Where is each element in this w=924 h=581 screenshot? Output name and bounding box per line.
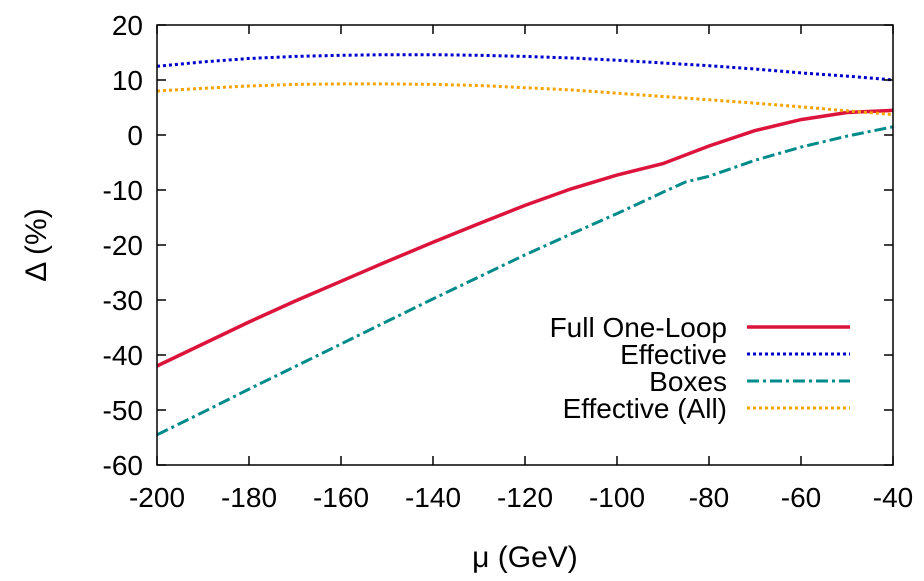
y-axis: 20 10 0 -10 -20 -30 -40 -50 -60	[103, 10, 893, 481]
legend-label: Boxes	[649, 366, 727, 397]
x-tick-label: -100	[589, 482, 645, 513]
y-tick-label: -50	[103, 395, 143, 426]
legend-label: Full One-Loop	[550, 312, 727, 343]
x-tick-label: -40	[873, 482, 913, 513]
legend-label: Effective	[620, 339, 727, 370]
x-tick-label: -120	[497, 482, 553, 513]
y-tick-label: -40	[103, 340, 143, 371]
series-line-1	[156, 108, 894, 368]
plot-frame	[156, 24, 894, 466]
y-tick-label: 10	[112, 65, 143, 96]
plot-lines	[156, 53, 894, 437]
y-tick-label: 0	[127, 120, 143, 151]
x-tick-label: -200	[129, 482, 185, 513]
x-tick-label: -140	[405, 482, 461, 513]
x-axis: -200 -180 -160 -140 -120 -100 -80 -60 -40	[129, 25, 913, 513]
x-tick-label: -180	[221, 482, 277, 513]
y-tick-label: -10	[103, 175, 143, 206]
y-axis-title: Δ (%)	[20, 208, 53, 281]
series-line-2	[156, 53, 894, 82]
x-tick-label: -60	[781, 482, 821, 513]
series-line-3	[156, 125, 894, 437]
y-tick-label: -30	[103, 285, 143, 316]
x-axis-title: μ (GeV)	[472, 541, 578, 574]
y-tick-label: -20	[103, 230, 143, 261]
series-line-4	[156, 82, 894, 117]
y-tick-label: 20	[112, 10, 143, 41]
x-tick-label: -80	[689, 482, 729, 513]
y-tick-label: -60	[103, 450, 143, 481]
x-tick-label: -160	[313, 482, 369, 513]
legend-label: Effective (All)	[563, 393, 727, 424]
